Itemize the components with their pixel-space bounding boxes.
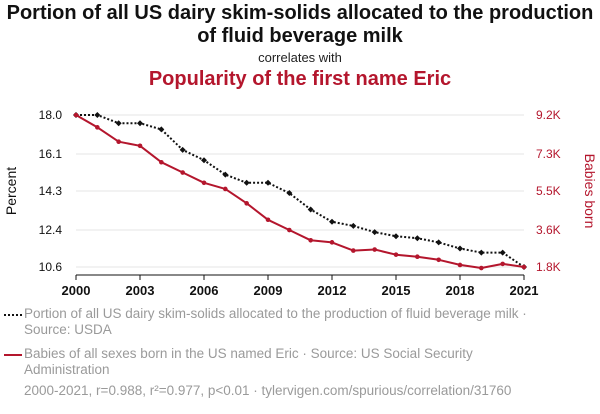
data-point-milk [350, 222, 357, 229]
data-point-eric [521, 264, 527, 270]
data-point-eric [287, 227, 292, 233]
x-tick-label: 2000 [62, 283, 91, 298]
data-point-milk [457, 245, 463, 252]
data-point-eric [180, 170, 185, 175]
data-point-milk [158, 126, 165, 133]
y-axis-label-right: Babies born [582, 154, 598, 229]
data-point-eric [351, 248, 356, 253]
legend-label-eric: Babies of all sexes born in the US named… [24, 346, 473, 377]
data-point-eric [372, 247, 377, 252]
data-point-eric [265, 217, 271, 223]
data-point-milk [94, 112, 101, 118]
y-tick-label-right: 1.8K [536, 260, 561, 274]
data-point-milk [179, 146, 186, 153]
data-point-milk [243, 179, 250, 186]
data-point-milk [435, 239, 442, 246]
x-tick-label: 2012 [318, 283, 347, 298]
x-tick-label: 2021 [510, 283, 539, 298]
data-point-eric [137, 143, 143, 149]
x-tick-label: 2018 [446, 283, 475, 298]
data-point-eric [415, 254, 420, 260]
data-point-eric [73, 112, 79, 118]
data-point-eric [223, 186, 228, 192]
chart-title: Portion of all US dairy skim-solids allo… [6, 2, 594, 47]
y-tick-label-left: 12.4 [39, 223, 63, 237]
legend-label-milk: Portion of all US dairy skim-solids allo… [24, 306, 527, 337]
data-point-milk [307, 206, 314, 213]
data-point-milk [478, 249, 485, 256]
data-point-milk [115, 120, 122, 127]
data-point-milk [201, 157, 207, 164]
chart-title-secondary: Popularity of the first name Eric [148, 68, 452, 90]
y-tick-label-left: 18.0 [39, 108, 63, 122]
footer-note: 2000-2021, r=0.988, r²=0.977, p<0.01 · t… [24, 383, 512, 398]
y-tick-label-right: 5.5K [536, 184, 561, 198]
data-point-eric [393, 252, 399, 257]
data-point-eric [244, 201, 249, 206]
data-point-eric [500, 261, 505, 267]
y-tick-label-right: 7.3K [536, 147, 561, 161]
y-tick-label-left: 16.1 [39, 147, 63, 161]
data-point-milk [265, 179, 271, 186]
y-tick-label-right: 9.2K [536, 108, 561, 122]
data-point-milk [499, 249, 506, 256]
data-point-eric [159, 159, 164, 165]
data-point-eric [201, 180, 207, 186]
y-tick-label-left: 10.6 [39, 260, 63, 274]
x-tick-label: 2003 [126, 283, 155, 298]
data-point-eric [308, 237, 313, 243]
legend-marker-eric [4, 354, 22, 356]
data-point-milk [286, 190, 293, 197]
x-tick-label: 2015 [382, 283, 411, 298]
line-chart: 18.0 16.1 14.3 12.4 10.6 9.2K 7.3K 5.5K 3.6K 1.8K… [3, 108, 598, 298]
data-point-eric [116, 139, 121, 145]
y-tick-label-right: 3.6K [536, 223, 561, 237]
y-axis-label-left: Percent [3, 167, 19, 215]
y-tick-label-left: 14.3 [39, 184, 63, 198]
data-point-milk [137, 120, 143, 127]
data-point-eric [479, 265, 484, 271]
data-point-milk [414, 235, 421, 242]
correlates-with-label: correlates with [258, 50, 342, 65]
data-point-eric [329, 240, 335, 245]
x-tick-label: 2006 [190, 283, 219, 298]
data-point-milk [329, 218, 335, 225]
data-point-milk [222, 171, 229, 178]
data-point-milk [371, 229, 378, 236]
data-point-eric [95, 125, 100, 130]
data-point-eric [436, 257, 441, 263]
data-point-milk [393, 233, 399, 240]
series-line-eric [75, 114, 525, 269]
x-tick-label: 2009 [254, 283, 283, 298]
legend-marker-milk [4, 314, 22, 316]
series-line-milk [76, 114, 525, 268]
data-point-eric [457, 262, 463, 268]
